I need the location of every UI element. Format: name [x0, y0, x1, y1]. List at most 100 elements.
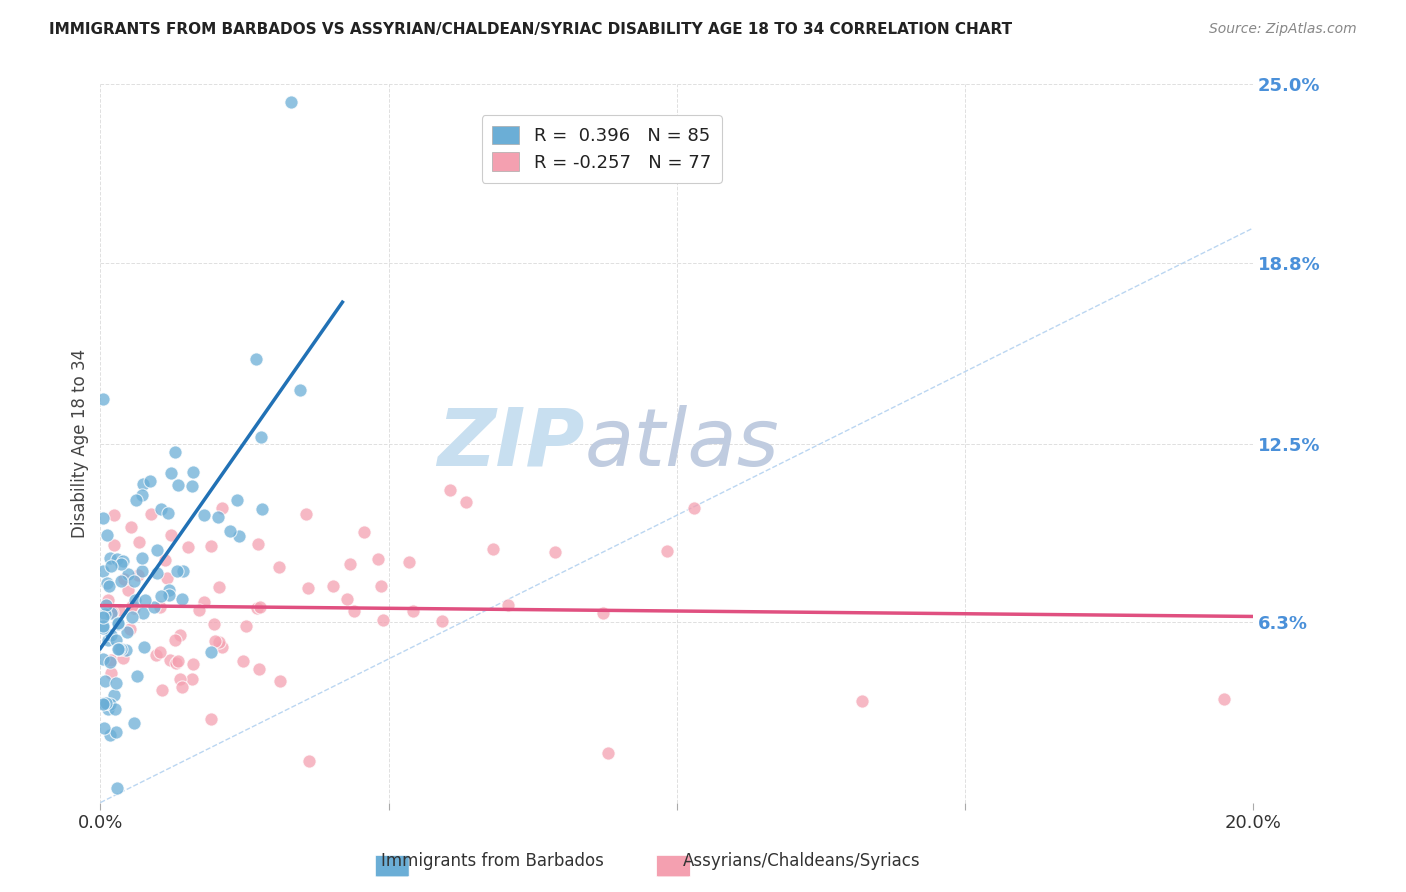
Point	[98, 551, 121, 566]
Point	[117, 566, 139, 581]
Point	[482, 541, 505, 556]
Point	[200, 539, 222, 553]
Point	[100, 666, 122, 681]
Point	[93, 673, 115, 688]
Point	[166, 564, 188, 578]
Point	[110, 557, 132, 571]
Point	[100, 558, 122, 573]
Point	[139, 475, 162, 489]
Point	[121, 610, 143, 624]
Point	[181, 657, 204, 671]
Point	[157, 506, 180, 520]
Point	[105, 552, 128, 566]
Point	[110, 642, 132, 657]
Point	[207, 509, 229, 524]
Point	[91, 621, 114, 635]
Point	[246, 600, 269, 615]
Point	[122, 715, 145, 730]
Point	[167, 654, 190, 668]
Point	[157, 582, 180, 597]
Point	[187, 603, 209, 617]
Point	[432, 614, 454, 628]
Point	[211, 501, 233, 516]
Point	[226, 493, 249, 508]
Point	[146, 566, 169, 581]
Point	[336, 591, 359, 606]
Point	[454, 495, 477, 509]
Point	[250, 429, 273, 443]
Point	[94, 607, 117, 621]
Point	[97, 592, 120, 607]
Point	[218, 524, 240, 538]
Point	[96, 528, 118, 542]
Point	[100, 653, 122, 667]
Text: ZIP: ZIP	[437, 404, 585, 483]
Text: IMMIGRANTS FROM BARBADOS VS ASSYRIAN/CHALDEAN/SYRIAC DISABILITY AGE 18 TO 34 COR: IMMIGRANTS FROM BARBADOS VS ASSYRIAN/CHA…	[49, 22, 1012, 37]
Point	[115, 643, 138, 657]
Point	[103, 538, 125, 552]
Point	[235, 619, 257, 633]
Point	[112, 572, 135, 586]
Point	[107, 641, 129, 656]
Point	[100, 607, 122, 621]
Point	[294, 507, 316, 521]
Point	[115, 625, 138, 640]
Point	[851, 694, 873, 708]
Point	[496, 598, 519, 612]
Point	[100, 628, 122, 642]
Point	[131, 564, 153, 578]
Point	[170, 591, 193, 606]
Point	[543, 545, 565, 559]
Point	[103, 508, 125, 523]
Point	[172, 564, 194, 578]
Text: atlas: atlas	[585, 404, 779, 483]
Point	[118, 622, 141, 636]
Point	[160, 528, 183, 542]
Point	[683, 500, 706, 515]
Point	[124, 593, 146, 607]
Point	[339, 557, 361, 571]
Point	[200, 645, 222, 659]
Point	[402, 604, 425, 618]
Point	[91, 609, 114, 624]
Point	[125, 669, 148, 683]
Point	[134, 593, 156, 607]
Point	[107, 615, 129, 630]
Point	[149, 644, 172, 658]
Point	[322, 579, 344, 593]
Point	[93, 698, 115, 712]
Point	[157, 588, 180, 602]
Point	[132, 477, 155, 491]
Point	[204, 617, 226, 632]
Point	[181, 465, 204, 479]
Point	[370, 579, 392, 593]
Point	[131, 551, 153, 566]
Point	[1213, 691, 1236, 706]
Point	[128, 535, 150, 549]
Point	[91, 564, 114, 578]
Point	[207, 635, 229, 649]
Y-axis label: Disability Age 18 to 34: Disability Age 18 to 34	[72, 349, 89, 538]
Point	[100, 656, 122, 670]
Point	[91, 511, 114, 525]
Point	[131, 487, 153, 501]
Point	[159, 653, 181, 667]
Point	[96, 575, 118, 590]
Point	[200, 713, 222, 727]
Point	[107, 603, 129, 617]
Point	[228, 529, 250, 543]
Point	[165, 633, 187, 648]
Point	[269, 560, 291, 574]
Point	[297, 581, 319, 595]
Point	[596, 746, 619, 760]
Point	[105, 725, 128, 739]
Point	[112, 651, 135, 665]
Point	[97, 633, 120, 648]
Point	[298, 754, 321, 768]
Point	[132, 640, 155, 654]
Point	[150, 683, 173, 698]
Point	[105, 781, 128, 796]
Point	[127, 568, 149, 582]
Point	[181, 479, 204, 493]
Point	[108, 642, 131, 657]
